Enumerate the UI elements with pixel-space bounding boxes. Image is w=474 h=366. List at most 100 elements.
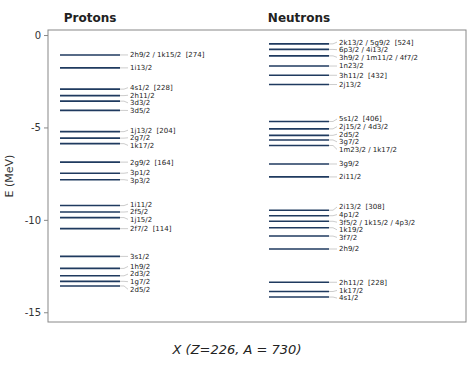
leader-line [329,176,337,177]
energy-level [60,161,120,163]
energy-level [269,135,329,137]
energy-level [60,131,120,133]
energy-level [60,137,120,139]
leader-line [329,236,337,237]
leader-line [120,137,128,138]
level-label: 4s1/2 [339,294,358,302]
energy-level [269,227,329,229]
energy-level [60,179,120,181]
leader-line [329,75,337,76]
leader-line [329,215,337,216]
leader-line [120,204,128,205]
leader-line [120,110,128,111]
level-label: 2j13/2 [339,81,361,89]
energy-level [269,84,329,86]
level-label: 3s1/2 [130,253,149,261]
leader-line [329,119,337,121]
energy-level [269,291,329,293]
leader-line [120,286,128,289]
energy-level [60,67,120,69]
leader-line [329,249,337,250]
level-label: 2g9/2 [164] [130,159,174,167]
energy-level [269,55,329,57]
leader-line [329,221,337,223]
leader-line [120,130,128,131]
y-tick-label: -5 [31,122,41,133]
energy-level [60,143,120,145]
leader-line [120,211,128,212]
leader-line [120,274,128,276]
energy-level [269,235,329,237]
energy-level [60,205,120,207]
y-tick [44,35,48,36]
energy-level [60,110,120,112]
level-label: 1j15/2 [130,216,152,224]
energy-level [269,145,329,147]
leader-line [120,256,128,257]
energy-level [60,172,120,174]
leader-line [329,127,337,129]
leader-line [120,101,128,103]
levels [60,44,329,297]
y-tick [44,220,48,221]
energy-level [269,163,329,165]
level-labels: 2h9/2 / 1k15/2 [274]1i13/24s1/2 [228]2h1… [120,39,418,303]
energy-level [60,268,120,270]
level-label: 3f7/2 [339,234,357,242]
y-tick-label: -15 [25,307,41,318]
leader-line [120,88,128,89]
energy-level [269,74,329,76]
column-header: Neutrons [268,11,330,25]
leader-line [329,163,337,164]
leader-line [120,172,128,174]
level-label: 3p3/2 [130,177,150,185]
leader-line [329,207,337,210]
energy-level [60,211,120,213]
leader-line [120,179,128,181]
leader-line [329,49,337,50]
chart: 0-5-10-15E (MeV)X (Z=226, A = 730)2h9/2 … [0,0,474,366]
leader-line [329,42,337,44]
leader-line [329,282,337,283]
level-label: 2f7/2 [114] [130,225,172,233]
energy-level [60,88,120,90]
leader-line [120,95,128,96]
energy-level [60,54,120,56]
leader-line [329,228,337,230]
level-label: 1k17/2 [130,142,154,150]
energy-level [60,95,120,97]
leader-line [120,162,128,163]
energy-level [269,209,329,211]
level-label: 2i11/2 [339,173,361,181]
energy-level [60,100,120,102]
leader-line [120,54,128,55]
level-label: 1i13/2 [130,64,152,72]
energy-level [269,248,329,250]
column-header: Protons [64,11,117,25]
energy-level [60,256,120,258]
energy-level [269,215,329,217]
y-axis-label: E (MeV) [3,155,16,198]
y-tick [44,312,48,313]
energy-level [269,139,329,141]
y-tick-label: -10 [25,215,41,226]
leader-line [120,228,128,229]
level-label: 1m23/2 / 1k17/2 [339,146,397,154]
energy-level [269,281,329,283]
leader-line [329,146,337,150]
level-label: 3h9/2 / 1m11/2 / 4f7/2 [339,54,418,62]
leader-line [120,144,128,146]
plot-frame [48,30,466,322]
leader-line [329,140,337,142]
y-tick [44,127,48,128]
energy-level [269,49,329,51]
level-label: 2h9/2 [339,245,359,253]
level-label: 3g9/2 [339,160,359,168]
level-label: 2h11/2 [228] [339,279,387,287]
leader-line [329,134,337,135]
energy-level [269,43,329,45]
level-label: 3h11/2 [432] [339,72,387,80]
energy-level [60,281,120,283]
energy-level [269,121,329,123]
leader-line [120,67,128,68]
